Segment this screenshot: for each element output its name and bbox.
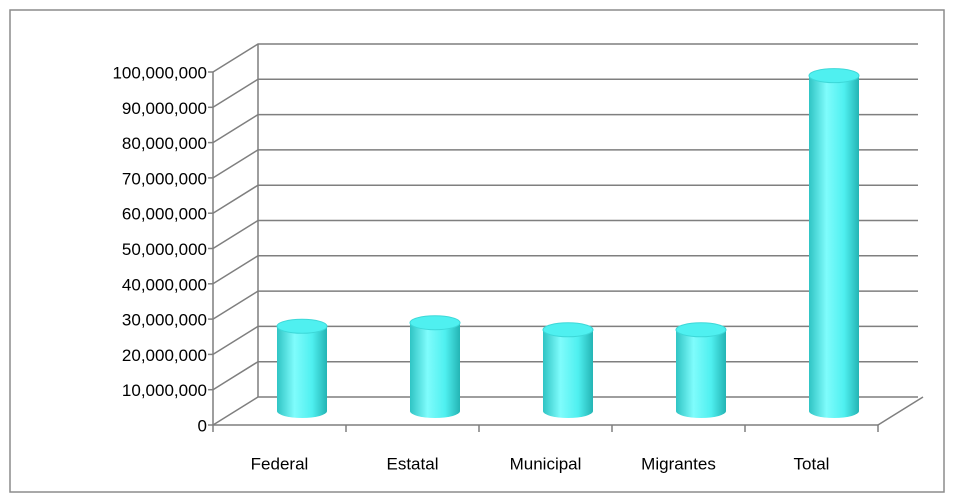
y-tick-label: 20,000,000 — [122, 346, 207, 365]
bar-top — [409, 315, 461, 331]
bar-body — [410, 322, 460, 418]
chart-border — [9, 9, 945, 493]
y-tick-label: 0 — [198, 416, 207, 435]
x-tick-label: Estatal — [387, 454, 439, 473]
bar-body — [543, 329, 593, 418]
y-tick-label: 10,000,000 — [122, 381, 207, 400]
x-tick-label: Total — [794, 454, 830, 473]
bar-top — [675, 322, 727, 338]
floor-edge — [877, 396, 924, 426]
bar-top — [542, 322, 594, 338]
bar — [409, 315, 461, 418]
y-tick-label: 40,000,000 — [122, 275, 207, 294]
y-tick-label: 100,000,000 — [112, 63, 207, 82]
bar — [276, 318, 328, 418]
y-tick-label: 80,000,000 — [122, 134, 207, 153]
y-tick-label: 70,000,000 — [122, 169, 207, 188]
x-tick-label: Federal — [251, 454, 309, 473]
bar — [808, 68, 860, 419]
x-tick-label: Municipal — [510, 454, 582, 473]
bar-body — [676, 329, 726, 418]
x-tick-label: Migrantes — [641, 454, 716, 473]
bar-body — [809, 75, 859, 419]
y-tick-label: 50,000,000 — [122, 240, 207, 259]
y-tick-label: 90,000,000 — [122, 99, 207, 118]
bar-top — [276, 318, 328, 334]
bar-body — [277, 326, 327, 418]
bar-top — [808, 68, 860, 84]
bar — [675, 322, 727, 418]
bar — [542, 322, 594, 418]
y-tick-label: 30,000,000 — [122, 311, 207, 330]
y-tick-label: 60,000,000 — [122, 205, 207, 224]
